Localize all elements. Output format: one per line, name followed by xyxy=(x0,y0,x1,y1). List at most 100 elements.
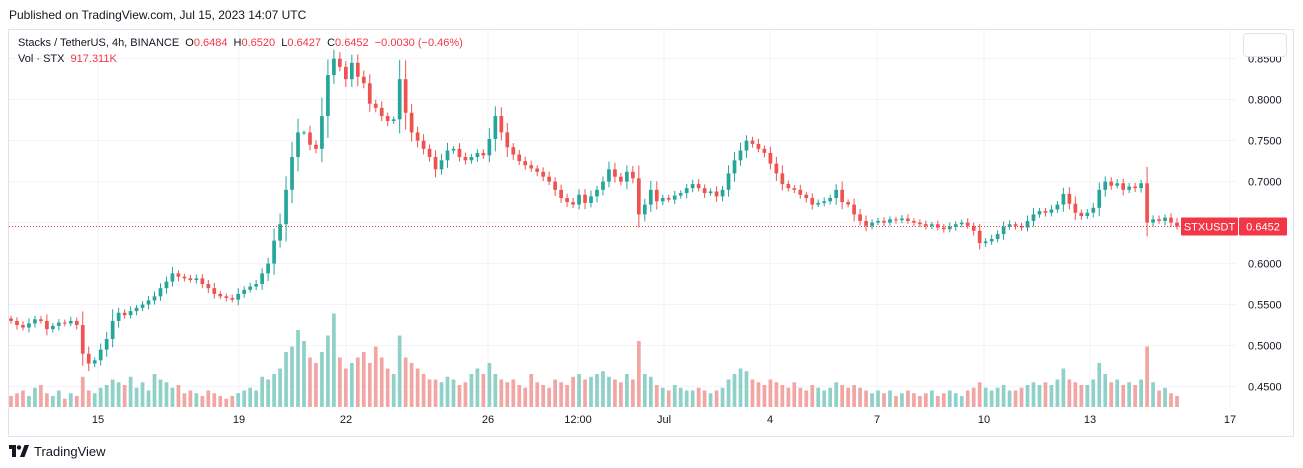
candle-body xyxy=(744,140,749,151)
volume-bar xyxy=(326,335,330,407)
candle-body xyxy=(254,284,259,287)
volume-bar xyxy=(750,379,755,407)
volume-bar xyxy=(182,393,187,407)
candle-body xyxy=(995,234,1000,239)
candle-body xyxy=(415,132,420,141)
price-scale-button[interactable] xyxy=(1243,33,1287,57)
candle-body xyxy=(654,189,659,202)
candle-body xyxy=(595,189,599,197)
candle-body xyxy=(74,320,79,326)
volume-bar xyxy=(1073,382,1078,407)
volume-bar xyxy=(1091,379,1096,407)
candle-body xyxy=(308,132,312,145)
volume-bar xyxy=(517,385,522,407)
price-tags: STXUSDT 0.6452 xyxy=(1181,217,1287,236)
volume-bar xyxy=(720,387,725,407)
candle-body xyxy=(224,296,229,298)
close-label: C xyxy=(327,37,336,49)
volume-bar xyxy=(822,390,827,407)
candle-body xyxy=(953,224,958,227)
volume-bar xyxy=(965,390,970,407)
candle-body xyxy=(134,307,139,312)
last-price-tag-label: 0.6452 xyxy=(1246,222,1280,234)
volume-bar xyxy=(445,376,450,407)
volume-bar xyxy=(15,393,19,407)
volume-bar xyxy=(888,390,892,407)
volume-bar xyxy=(469,374,474,407)
candle-body xyxy=(607,169,611,182)
volume-bar xyxy=(320,352,324,407)
candle-body xyxy=(62,322,67,324)
candle-body xyxy=(152,296,157,301)
tradingview-brand[interactable]: TradingView xyxy=(34,443,106,459)
time-tick-label: 10 xyxy=(978,414,990,426)
volume-bar xyxy=(1115,379,1120,407)
volume-bar xyxy=(397,335,402,407)
candle-body xyxy=(888,219,892,223)
candle-body xyxy=(355,62,360,77)
candle-body xyxy=(236,293,241,300)
volume-bar xyxy=(1019,387,1024,407)
candle-body xyxy=(535,168,540,172)
candle-body xyxy=(122,312,127,316)
time-tick-label: Jul xyxy=(657,414,671,426)
candle-body xyxy=(475,152,480,158)
grid-lines xyxy=(9,30,1236,407)
candle-body xyxy=(116,312,121,321)
candle-body xyxy=(941,227,946,230)
change-value: −0.0030 (−0.46%) xyxy=(374,37,463,49)
volume-bar xyxy=(642,374,647,407)
time-tick-label: 17 xyxy=(1224,414,1236,426)
candle-body xyxy=(326,75,330,117)
candle-body xyxy=(977,230,982,244)
volume-bar xyxy=(338,357,342,407)
candle-body xyxy=(684,188,689,194)
candle-body xyxy=(983,241,988,244)
volume-bar xyxy=(1145,346,1149,407)
high-label: H xyxy=(233,37,242,49)
volume-bar xyxy=(678,387,683,407)
volume-bar xyxy=(726,379,731,407)
candles xyxy=(9,49,1179,372)
candle-body xyxy=(846,202,850,205)
volume-bar xyxy=(762,385,767,407)
volume-bar xyxy=(224,398,229,407)
volume-bar xyxy=(607,376,611,407)
candle-body xyxy=(1133,186,1137,189)
volume-bar xyxy=(176,385,181,407)
candle-body xyxy=(481,152,486,156)
candle-body xyxy=(876,220,880,223)
volume-bar xyxy=(403,357,408,407)
candle-body xyxy=(45,320,49,330)
volume-bar xyxy=(290,346,294,407)
volume-bar xyxy=(583,379,587,407)
volume-bar xyxy=(457,385,462,407)
tradingview-logo-icon[interactable] xyxy=(9,445,29,457)
volume-bar xyxy=(21,390,25,407)
candle-body xyxy=(714,191,719,197)
time-tick-label: 19 xyxy=(233,414,245,426)
volume-bar xyxy=(1103,374,1108,407)
price-tick-label: 0.7500 xyxy=(1248,136,1282,148)
chart-frame[interactable] xyxy=(8,29,1294,437)
volume-bar xyxy=(481,374,486,407)
volume-bar xyxy=(631,379,635,407)
candle-body xyxy=(571,202,575,205)
candle-body xyxy=(642,204,647,215)
volume-bar xyxy=(332,313,336,407)
volume-bar xyxy=(577,374,581,407)
candle-body xyxy=(774,163,779,174)
volume-bar xyxy=(1013,390,1018,407)
candle-body xyxy=(672,195,677,200)
volume-bar xyxy=(804,390,809,407)
candle-body xyxy=(27,323,31,328)
volume-bar xyxy=(278,368,282,407)
low-value: 0.6427 xyxy=(287,37,321,49)
candle-body xyxy=(463,157,468,161)
volume-bar xyxy=(846,387,850,407)
volume-bar xyxy=(39,385,43,407)
volume-bar xyxy=(218,396,223,407)
candle-body xyxy=(625,171,629,182)
volume-bar xyxy=(1175,396,1179,407)
